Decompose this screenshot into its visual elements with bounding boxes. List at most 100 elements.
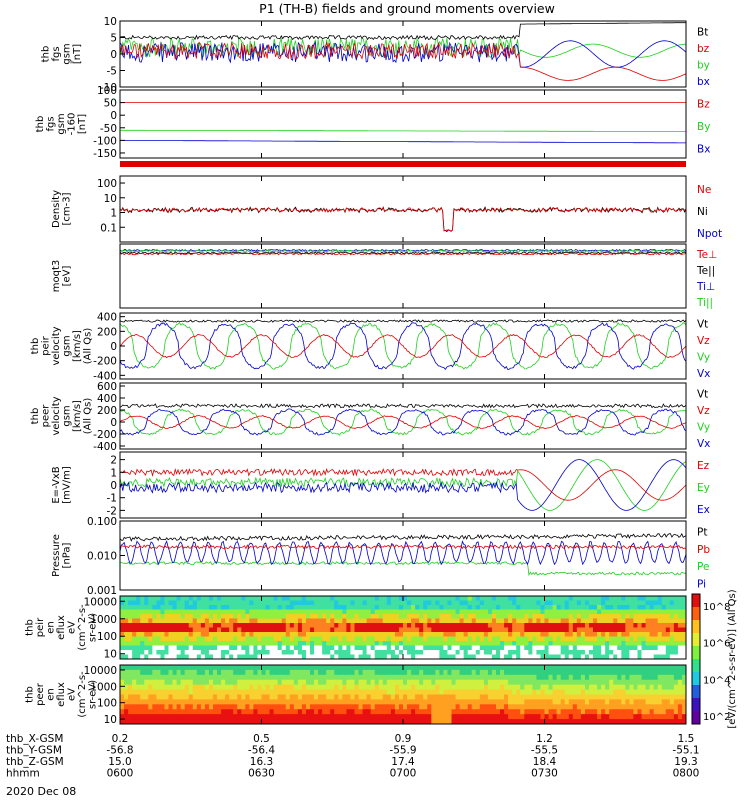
spec-cell [649, 665, 655, 671]
spec-cell [609, 645, 614, 651]
spec-cell [362, 623, 368, 628]
spec-cell [479, 719, 485, 725]
spec-cell [390, 636, 396, 642]
spec-cell [326, 704, 331, 710]
spec-cell [245, 636, 250, 642]
spec-cell [156, 618, 161, 624]
spec-cell [172, 709, 177, 715]
spec-cell [184, 699, 190, 705]
spec-cell [617, 665, 622, 671]
spec-cell [431, 709, 436, 715]
spec-cell [528, 699, 533, 705]
spec-cell [419, 645, 424, 651]
ytick-label-elec_spec: 10 [104, 714, 117, 726]
spec-cell [625, 694, 630, 700]
spec-cell [540, 641, 545, 646]
ylabel-ion_spec-3: eflux [56, 615, 67, 640]
spec-cell [168, 614, 173, 619]
spec-cell [669, 669, 675, 676]
spec-cell [277, 650, 283, 655]
ytick-label-ion_spec: 100 [97, 631, 117, 643]
spec-cell [378, 704, 384, 710]
ephem-value: -55.5 [531, 745, 558, 757]
spec-cell [366, 645, 372, 651]
spec-cell [504, 641, 509, 646]
spec-cell [439, 600, 444, 606]
spec-cell [204, 719, 210, 725]
spec-cell [560, 709, 566, 715]
spec-cell [249, 627, 254, 633]
spec-cell [661, 719, 667, 725]
spec-cell [390, 714, 396, 720]
spec-cell [305, 636, 311, 642]
spec-cell [330, 596, 335, 601]
spec-cell [180, 704, 186, 710]
spec-cell [439, 618, 444, 624]
spec-cell [285, 699, 291, 705]
spec-cell [229, 623, 234, 628]
spec-cell [633, 627, 638, 633]
spec-cell [552, 596, 558, 601]
spec-cell [500, 669, 505, 676]
spec-cell [265, 684, 270, 690]
spec-cell [528, 684, 533, 690]
spec-cell [431, 674, 436, 681]
spec-cell [314, 600, 319, 606]
spec-cell [491, 632, 497, 637]
spec-cell [451, 618, 456, 624]
spec-cell [281, 704, 287, 710]
spec-cell [597, 614, 602, 619]
spec-cell [560, 636, 566, 642]
spec-cell [487, 694, 493, 700]
spec-cell [212, 641, 218, 646]
spec-cell [459, 704, 465, 710]
spec-cell [520, 704, 525, 710]
spec-cell [261, 719, 266, 725]
spec-cell [184, 600, 190, 606]
spec-cell [293, 654, 299, 660]
spec-cell [512, 714, 517, 720]
spec-cell [532, 632, 537, 637]
spec-cell [184, 714, 190, 720]
spec-cell [382, 674, 388, 681]
spec-cell [439, 704, 444, 710]
spec-cell [241, 689, 246, 695]
spec-cell [212, 614, 218, 619]
spec-cell [435, 665, 440, 671]
spec-cell [649, 645, 655, 651]
spec-cell [200, 641, 206, 646]
spec-cell [427, 600, 432, 606]
spec-cell [487, 609, 493, 615]
spec-cell [326, 674, 331, 681]
spec-cell [580, 609, 586, 615]
spec-cell [439, 709, 444, 715]
spec-cell [318, 627, 323, 633]
spec-cell [540, 704, 545, 710]
spec-cell [192, 605, 198, 610]
spec-cell [120, 627, 125, 633]
spec-cell [176, 605, 182, 610]
spec-cell [419, 709, 424, 715]
spec-cell [431, 618, 436, 624]
spec-cell [613, 632, 618, 637]
spec-cell [217, 600, 222, 606]
spec-cell [322, 636, 327, 642]
spec-cell [415, 605, 420, 610]
spec-cell [378, 600, 384, 606]
spec-cell [532, 714, 537, 720]
spec-cell [605, 614, 610, 619]
spec-cell [176, 600, 182, 606]
spec-cell [435, 694, 440, 700]
spec-cell [390, 654, 396, 660]
spec-cell [241, 614, 246, 619]
spec-cell [277, 669, 283, 676]
spec-cell [556, 704, 562, 710]
spec-cell [245, 618, 250, 624]
spec-cell [471, 636, 477, 642]
spec-cell [390, 627, 396, 633]
spec-cell [572, 618, 578, 624]
spec-cell [443, 650, 448, 655]
spec-cell [419, 654, 424, 660]
spec-cell [637, 636, 642, 642]
spec-cell [681, 669, 687, 676]
